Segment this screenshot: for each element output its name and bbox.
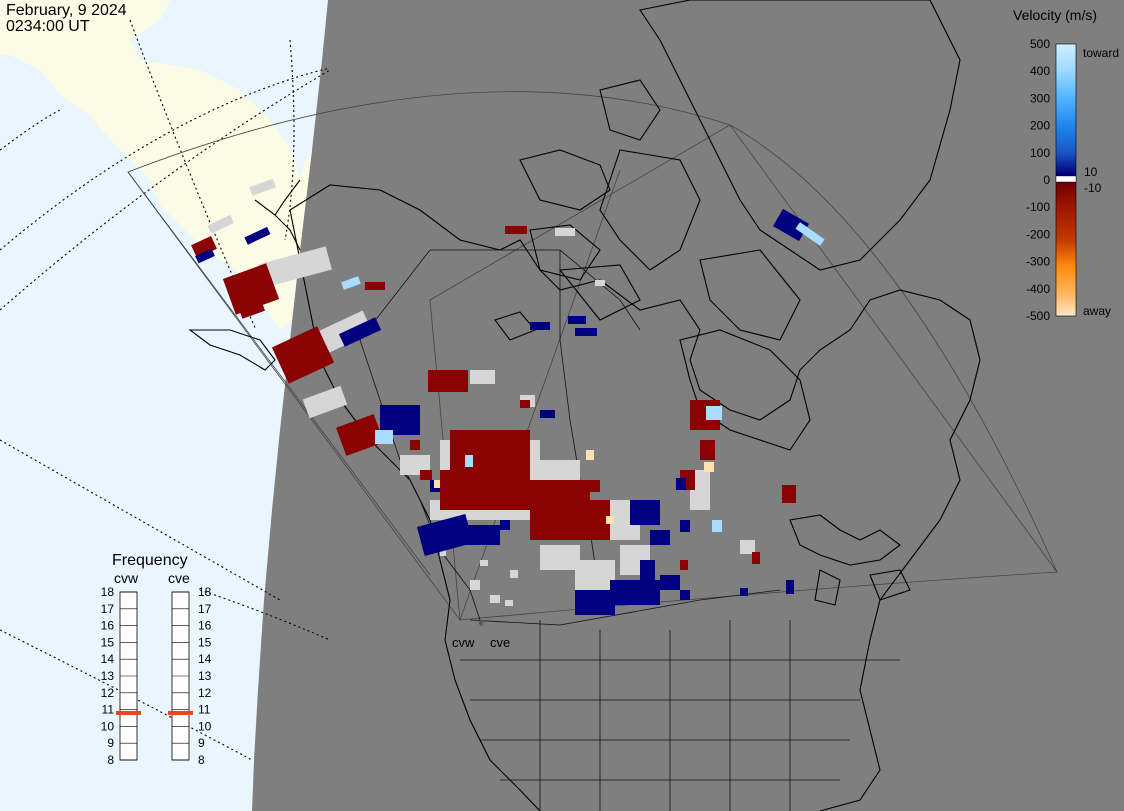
- frequency-tick-label: 16: [198, 619, 212, 633]
- time-label: 0234:00 UT: [6, 18, 90, 35]
- legend-tick-label: -200: [1026, 227, 1050, 241]
- frequency-tick-label: 9: [107, 736, 114, 750]
- frequency-tick-label: 8: [198, 753, 205, 767]
- frequency-tick-label: 8: [107, 753, 114, 767]
- legend-tick-label: 100: [1030, 146, 1050, 160]
- scatter-cells: [191, 178, 825, 615]
- frequency-tick-label: 13: [198, 669, 212, 683]
- cve-site-marker: [482, 622, 486, 626]
- frequency-title: Frequency: [112, 552, 188, 569]
- alaska-land: [0, 0, 312, 330]
- legend-tick-labels: 500 400 300 200 100 0 -100 -200 -300 -400 -500: [1026, 37, 1050, 323]
- night-side-shading: [252, 0, 1124, 811]
- legend-tick-10: 10: [1084, 165, 1098, 179]
- cvw-site-label: cvw: [452, 635, 475, 650]
- frequency-tick-label: 18: [198, 585, 212, 599]
- toward-high-velocity-cells: [341, 222, 825, 532]
- radar-site-labels: cvw cve: [452, 635, 510, 650]
- frequency-tick-label: 10: [101, 719, 115, 733]
- toward-velocity-cells: [195, 208, 809, 615]
- legend-away-label: away: [1083, 304, 1111, 318]
- title-block: February, 9 2024 0234:00 UT: [6, 2, 127, 35]
- frequency-tick-label: 17: [101, 602, 115, 616]
- frequency-tick-label: 16: [101, 619, 115, 633]
- legend-tick-label: -100: [1026, 200, 1050, 214]
- legend-toward-label: toward: [1083, 46, 1119, 60]
- legend-tick-label: -400: [1026, 282, 1050, 296]
- frequency-panel: Frequency cvw cve 1817161514131211109818…: [101, 552, 212, 767]
- cve-site-label: cve: [490, 635, 510, 650]
- legend-tick-label: 300: [1030, 91, 1050, 105]
- radar-sites: [479, 620, 486, 626]
- frequency-radar-cve: cve: [168, 570, 190, 586]
- frequency-tick-label: 10: [198, 719, 212, 733]
- frequency-tick-label: 9: [198, 736, 205, 750]
- frequency-tick-label: 18: [101, 585, 115, 599]
- legend-tick-label: 400: [1030, 64, 1050, 78]
- frequency-tick-label: 15: [101, 635, 115, 649]
- legend-tick-label: 200: [1030, 119, 1050, 133]
- frequency-tick-label: 14: [198, 652, 212, 666]
- frequency-tick-label: 11: [102, 703, 115, 717]
- legend-title: Velocity (m/s): [1013, 7, 1097, 23]
- frequency-marker-cvw: [116, 710, 141, 715]
- zero-band: [1055, 175, 1077, 183]
- legend-tick-label: -500: [1026, 309, 1050, 323]
- legend-tick-label: 500: [1030, 37, 1050, 51]
- frequency-marker-cve: [168, 710, 193, 715]
- frequency-tick-label: 17: [198, 602, 212, 616]
- frequency-tick-label: 12: [101, 686, 115, 700]
- legend-tick-minus-10: -10: [1084, 181, 1102, 195]
- frequency-columns: 18 17 16 15 14 13 12 11 10 9 8 18 17 16 15 14 13 12 11 10 9 8: [101, 585, 212, 767]
- frequency-tick-label: 12: [198, 686, 212, 700]
- frequency-tick-label: 11: [198, 703, 211, 717]
- political-borders: [359, 249, 900, 811]
- legend-tick-label: 0: [1043, 173, 1050, 187]
- legend-tick-label: -300: [1026, 255, 1050, 269]
- away-velocity-cells: [191, 226, 796, 570]
- frequency-tick-label: 13: [101, 669, 115, 683]
- date-label: February, 9 2024: [6, 2, 127, 19]
- frequency-tick-label: 15: [198, 635, 212, 649]
- away-high-velocity-cells: [434, 450, 714, 524]
- velocity-legend: Velocity (m/s) 500 400 300 200 100 0 -100 -200 -…: [1013, 7, 1119, 323]
- frequency-radar-cvw: cvw: [114, 570, 139, 586]
- frequency-tick-label: 14: [101, 652, 115, 666]
